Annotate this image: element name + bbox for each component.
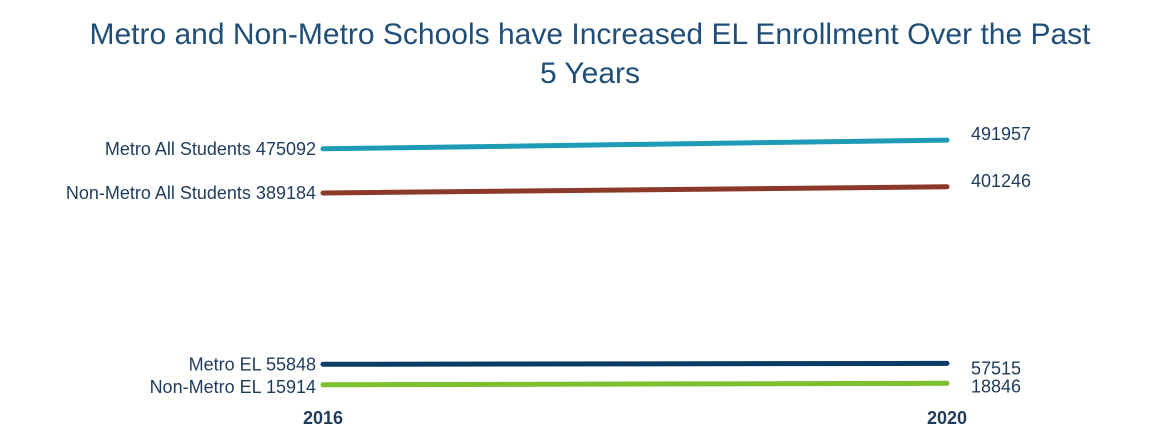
end-label-metro-el: 57515 [971,358,1021,378]
start-label-non-metro-all-students: Non-Metro All Students 389184 [66,183,316,203]
x-tick-label-2016: 2016 [303,408,343,428]
x-tick-label-2020: 2020 [927,408,967,428]
series-line-non-metro-all-students [320,184,950,196]
start-label-non-metro-el: Non-Metro EL 15914 [150,377,316,397]
series-line-metro-el [320,360,950,367]
series-line-non-metro-el [320,380,950,388]
end-label-metro-all-students: 491957 [971,124,1031,144]
start-label-metro-all-students: Metro All Students 475092 [105,139,316,159]
chart-title-line-2: 5 Years [540,57,640,90]
series-line-metro-all-students [320,137,950,152]
end-label-non-metro-el: 18846 [971,376,1021,396]
end-label-non-metro-all-students: 401246 [971,171,1031,191]
start-label-metro-el: Metro EL 55848 [189,354,316,374]
series-layer: Metro All Students 475092 491957 Non-Metro… [66,124,1031,397]
chart-title-line-1: Metro and Non-Metro Schools have Increas… [89,18,1091,51]
